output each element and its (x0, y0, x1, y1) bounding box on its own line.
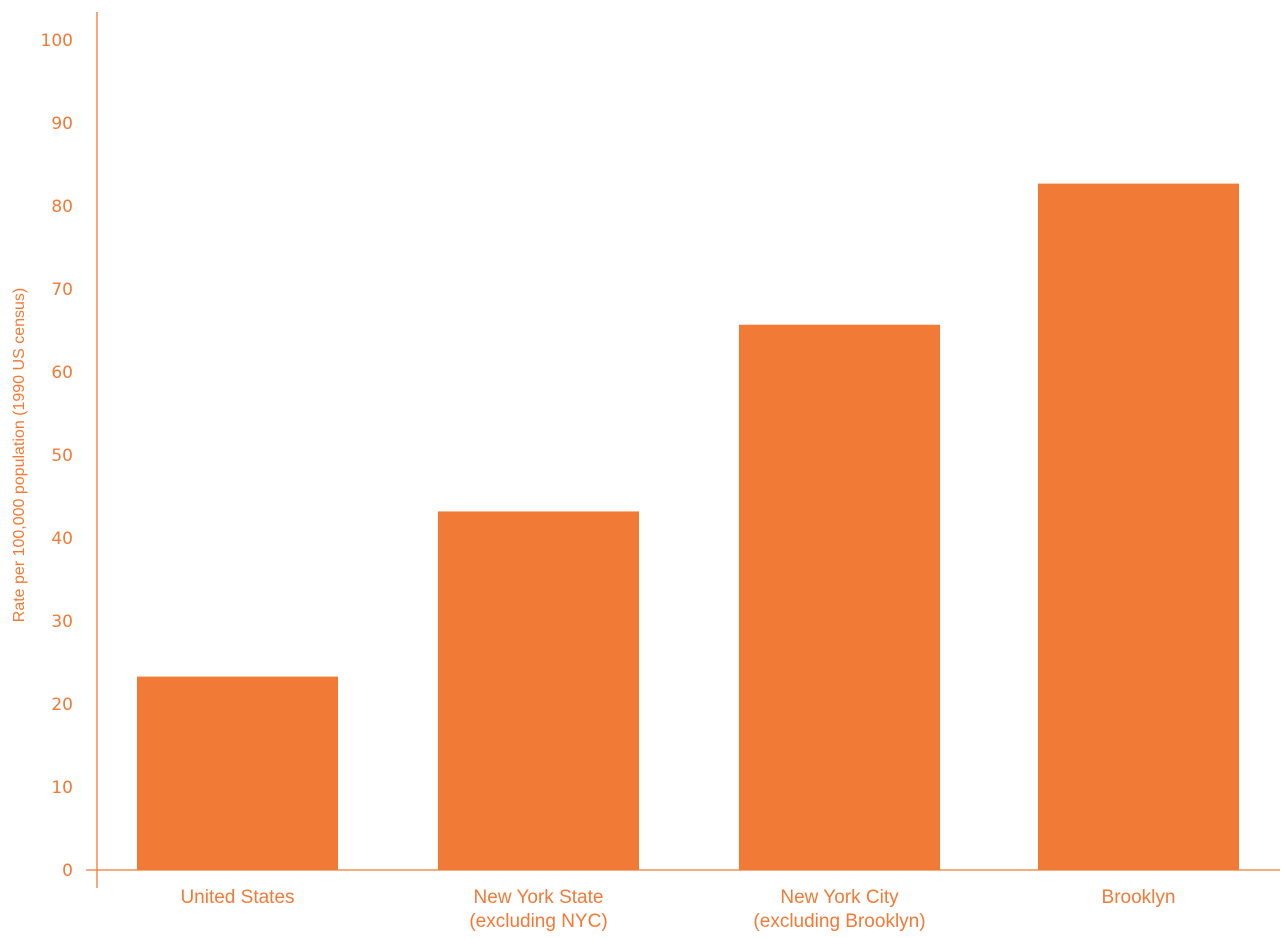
y-tick-label: 70 (51, 280, 73, 300)
x-category-label-line: (excluding Brooklyn) (753, 911, 925, 932)
x-category-label: New York City (excluding Brooklyn) (753, 887, 925, 932)
y-tick-label: 60 (51, 363, 73, 383)
bar (739, 324, 940, 870)
y-tick-label: 30 (51, 612, 73, 632)
x-axis-labels: United States New York State (excluding NY… (180, 887, 1175, 932)
bar (438, 511, 639, 870)
x-category-label: United States (180, 887, 294, 908)
y-axis-title: Rate per 100,000 population (1990 US cen… (11, 288, 28, 622)
y-tick-label: 50 (51, 446, 73, 466)
y-tick-label: 10 (51, 778, 73, 798)
y-tick-label: 0 (62, 861, 73, 881)
x-category-label-line: United States (180, 887, 294, 908)
y-tick-label: 90 (51, 114, 73, 134)
x-category-label-line: (excluding NYC) (469, 911, 607, 932)
y-tick-label: 100 (41, 31, 73, 51)
x-category-label-line: New York City (780, 887, 899, 908)
bars (137, 183, 1239, 871)
y-axis-ticks: 0 10 20 30 40 50 60 70 80 90 100 (41, 31, 73, 881)
x-category-label-line: New York State (474, 887, 604, 908)
y-tick-label: 40 (51, 529, 73, 549)
x-category-label: Brooklyn (1102, 887, 1176, 908)
x-category-label-line: Brooklyn (1102, 887, 1176, 908)
x-category-label: New York State (excluding NYC) (469, 887, 607, 932)
bar (137, 676, 338, 870)
bar (1038, 183, 1239, 871)
y-tick-label: 80 (51, 197, 73, 217)
y-tick-label: 20 (51, 695, 73, 715)
